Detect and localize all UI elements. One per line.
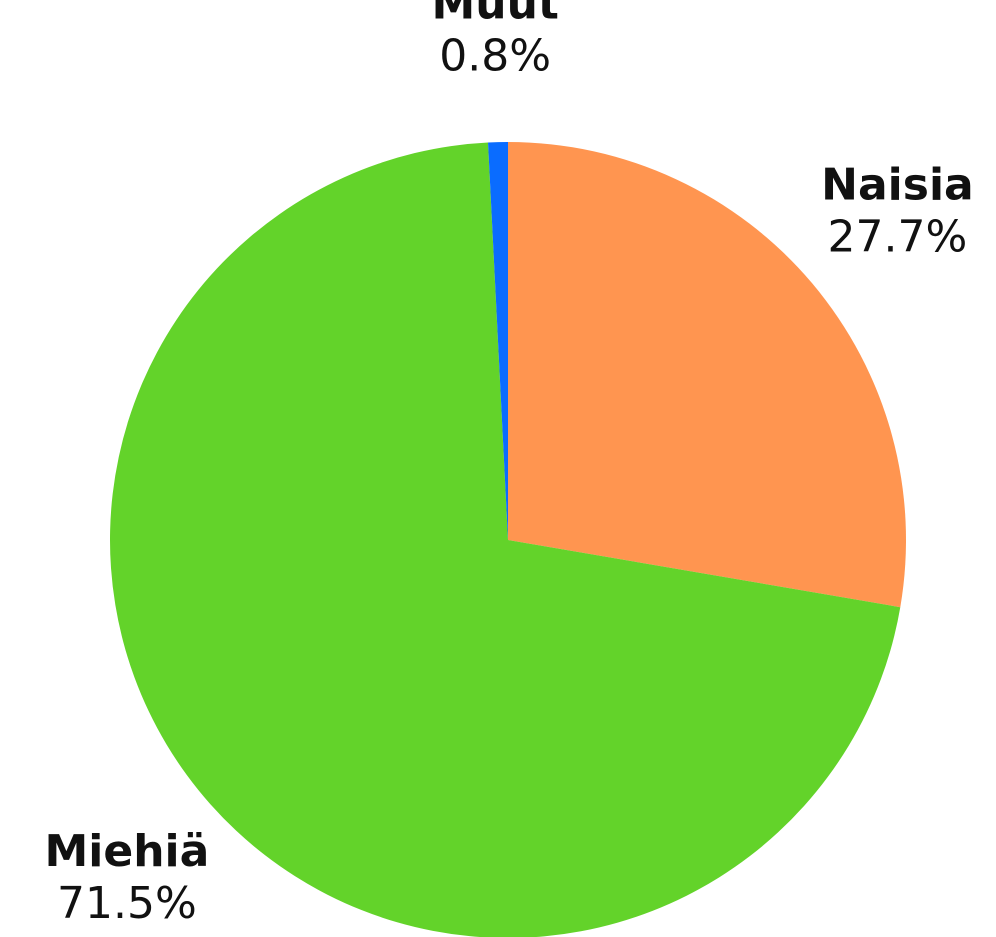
slice-value-label: 27.7%	[828, 212, 968, 263]
pie-slice	[488, 142, 508, 540]
pie-slice	[110, 142, 901, 937]
slice-label: Naisia	[821, 160, 974, 211]
slice-value-label: 71.5%	[57, 878, 197, 929]
slice-label: Miehiä	[45, 826, 210, 877]
slice-label: Muut	[431, 0, 558, 30]
pie-slice	[508, 142, 906, 608]
slice-value-label: 0.8%	[439, 31, 551, 82]
